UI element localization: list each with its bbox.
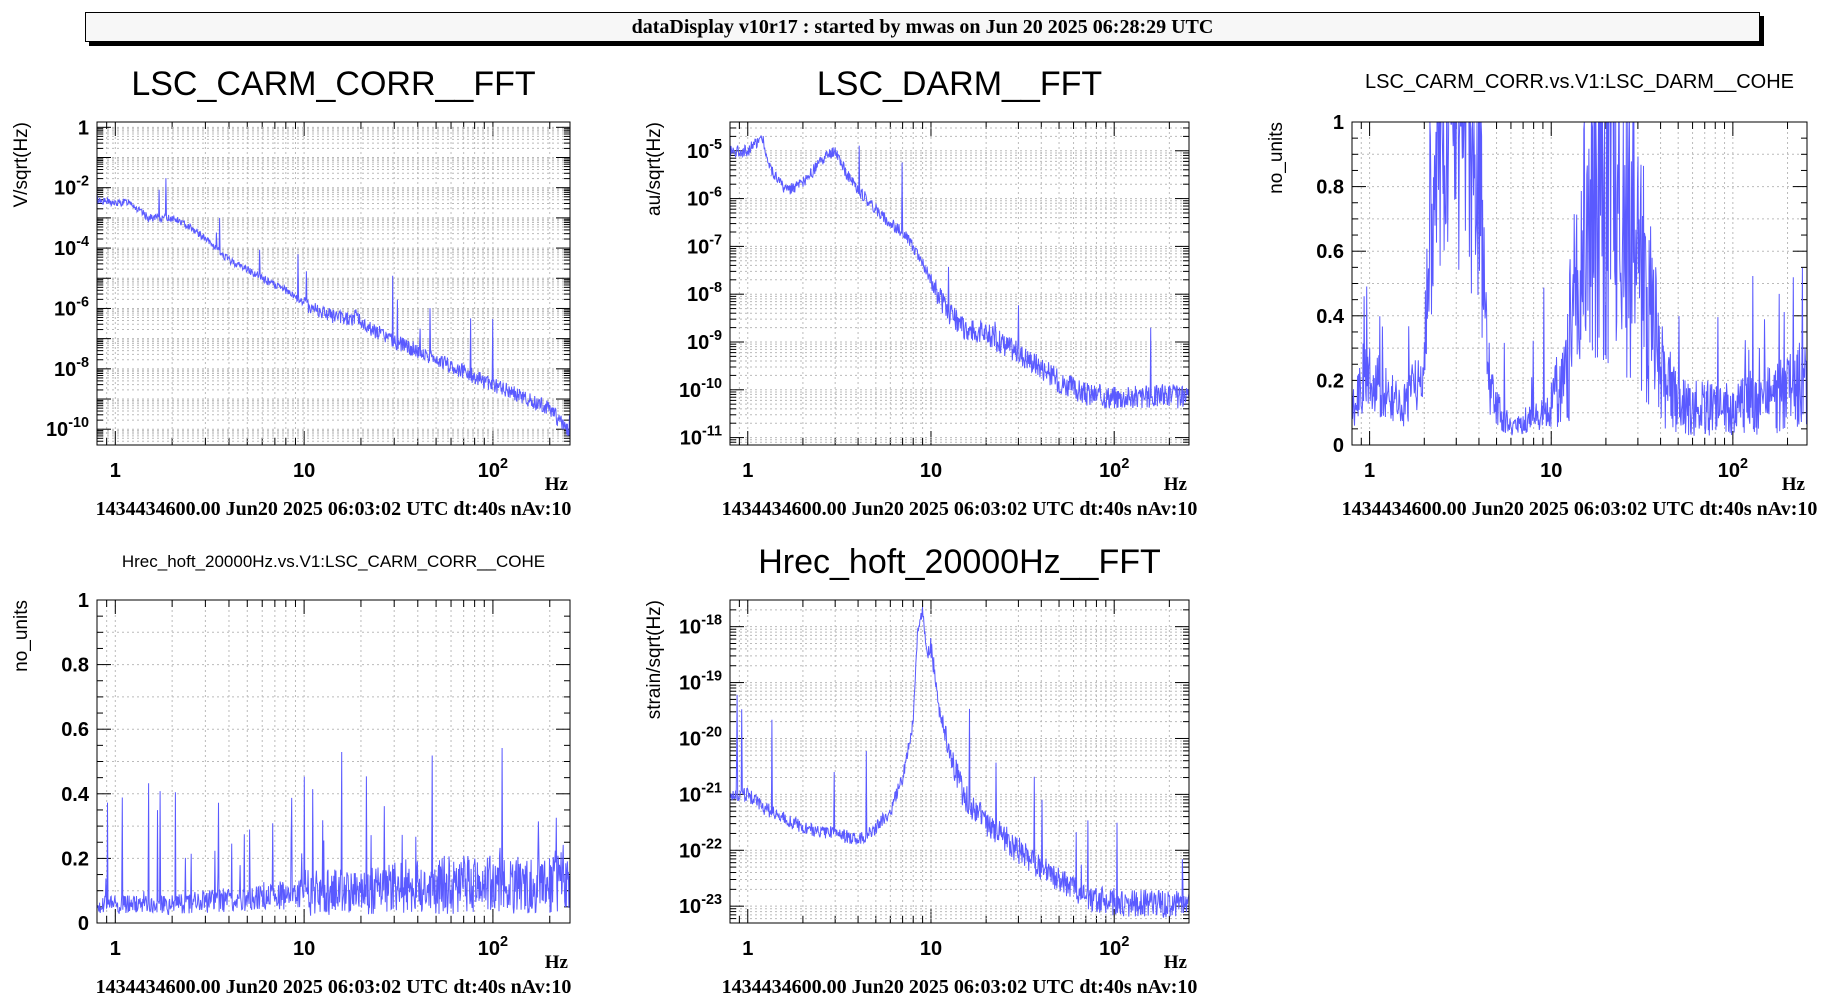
y-axis-label: au/sqrt(Hz) bbox=[644, 122, 665, 216]
window-title: dataDisplay v10r17 : started by mwas on … bbox=[631, 15, 1214, 38]
plot-area bbox=[730, 600, 1189, 923]
plot-title: LSC_CARM_CORR.vs.V1:LSC_DARM__COHE bbox=[1365, 71, 1794, 93]
x-tick-label: 10 bbox=[920, 460, 942, 482]
x-tick-label: 1 bbox=[110, 938, 121, 960]
x-tick-label: 10 bbox=[920, 938, 942, 960]
y-tick-label: 10-2 bbox=[54, 174, 89, 200]
plot-frame bbox=[96, 599, 571, 924]
y-tick-label: 10-6 bbox=[54, 294, 89, 320]
y-tick-label: 10-22 bbox=[679, 836, 722, 862]
plot-footer: 1434434600.00 Jun20 2025 06:03:02 UTC dt… bbox=[96, 498, 572, 520]
y-tick-label: 0.8 bbox=[61, 655, 89, 677]
plot-frame bbox=[1351, 121, 1808, 446]
y-tick-label: 10-8 bbox=[687, 280, 722, 306]
y-tick-label: 0.6 bbox=[1316, 241, 1344, 263]
plot-area bbox=[97, 122, 570, 445]
x-tick-label: 102 bbox=[1718, 456, 1748, 482]
y-tick-label: 10-19 bbox=[679, 669, 722, 695]
y-tick-label: 1 bbox=[78, 590, 89, 612]
plot-footer: 1434434600.00 Jun20 2025 06:03:02 UTC dt… bbox=[1342, 498, 1818, 520]
y-tick-label: 0.6 bbox=[61, 719, 89, 741]
y-tick-label: 10-23 bbox=[679, 892, 722, 918]
plot-footer: 1434434600.00 Jun20 2025 06:03:02 UTC dt… bbox=[722, 976, 1198, 998]
x-tick-label: 10 bbox=[293, 460, 315, 482]
y-tick-label: 0.8 bbox=[1316, 177, 1344, 199]
x-axis-label: Hz bbox=[1164, 474, 1188, 495]
plot-panel-3: 1 10 102 0 0.2 0.4 0.6 0.8 1 Hz no_units LSC_CARM_C… bbox=[1266, 71, 1817, 520]
series-trace bbox=[96, 178, 571, 436]
x-tick-label: 102 bbox=[1099, 456, 1129, 482]
x-axis-label: Hz bbox=[1782, 474, 1806, 495]
y-tick-label: 10-18 bbox=[679, 613, 722, 639]
y-tick-label: 10-10 bbox=[46, 415, 89, 441]
x-tick-label: 1 bbox=[1364, 460, 1375, 482]
x-tick-label: 102 bbox=[1099, 934, 1129, 960]
y-tick-label: 10-21 bbox=[679, 780, 722, 806]
y-tick-label: 10-6 bbox=[687, 185, 722, 211]
plot-panel-1: 1 10 102 1 10-2 10-4 10-6 10-8 10-10 Hz V/sqrt(Hz)… bbox=[11, 65, 571, 520]
plot-panel-5: 1 10 102 10-18 10-19 10-20 10-21 10-22 10-23 Hz st… bbox=[644, 543, 1197, 998]
x-tick-label: 1 bbox=[110, 460, 121, 482]
series-trace bbox=[96, 747, 571, 916]
y-tick-label: 0.4 bbox=[1316, 306, 1345, 328]
x-tick-label: 102 bbox=[478, 934, 508, 960]
y-tick-label: 0.4 bbox=[61, 784, 90, 806]
y-tick-label: 0 bbox=[1333, 435, 1344, 457]
y-tick-label: 10-10 bbox=[679, 376, 722, 402]
y-tick-label: 10-11 bbox=[680, 424, 722, 450]
plot-title: LSC_DARM__FFT bbox=[817, 65, 1102, 103]
y-tick-label: 10-5 bbox=[687, 137, 722, 163]
y-tick-label: 1 bbox=[78, 117, 89, 139]
plot-panel-4: 1 10 102 0 0.2 0.4 0.6 0.8 1 Hz no_units Hrec_hoft_… bbox=[11, 552, 571, 998]
x-tick-label: 10 bbox=[1540, 460, 1562, 482]
series-trace bbox=[729, 606, 1190, 918]
plot-panel-2: 1 10 102 10-5 10-6 10-7 10-8 10-9 10-10 10-11 Hz au… bbox=[644, 65, 1197, 520]
plot-footer: 1434434600.00 Jun20 2025 06:03:02 UTC dt… bbox=[722, 498, 1198, 520]
x-tick-label: 1 bbox=[742, 460, 753, 482]
plot-frame bbox=[96, 121, 571, 446]
y-tick-label: 10-4 bbox=[54, 234, 89, 260]
plot-title: Hrec_hoft_20000Hz__FFT bbox=[758, 543, 1161, 581]
x-axis-label: Hz bbox=[545, 952, 569, 973]
plot-footer: 1434434600.00 Jun20 2025 06:03:02 UTC dt… bbox=[96, 976, 572, 998]
series-trace bbox=[729, 135, 1190, 409]
x-tick-label: 1 bbox=[742, 938, 753, 960]
y-tick-label: 0.2 bbox=[61, 848, 89, 870]
x-tick-label: 102 bbox=[478, 456, 508, 482]
x-tick-label: 10 bbox=[293, 938, 315, 960]
y-axis-label: V/sqrt(Hz) bbox=[11, 122, 32, 208]
x-axis-label: Hz bbox=[1164, 952, 1188, 973]
series-trace bbox=[1351, 121, 1808, 436]
y-axis-label: no_units bbox=[1266, 122, 1287, 194]
window-title-bar: dataDisplay v10r17 : started by mwas on … bbox=[85, 12, 1760, 42]
y-tick-label: 10-20 bbox=[679, 724, 722, 750]
y-tick-label: 0 bbox=[78, 913, 89, 935]
plot-title: Hrec_hoft_20000Hz.vs.V1:LSC_CARM_CORR__C… bbox=[122, 552, 545, 571]
y-axis-label: strain/sqrt(Hz) bbox=[644, 600, 665, 719]
plot-title: LSC_CARM_CORR__FFT bbox=[131, 65, 535, 103]
x-axis-label: Hz bbox=[545, 474, 569, 495]
y-tick-label: 1 bbox=[1333, 112, 1344, 134]
plot-frame bbox=[729, 599, 1190, 924]
y-tick-label: 10-9 bbox=[687, 328, 722, 354]
plot-frame bbox=[729, 121, 1190, 446]
y-tick-label: 10-8 bbox=[54, 355, 89, 381]
y-axis-label: no_units bbox=[11, 600, 32, 672]
y-tick-label: 0.2 bbox=[1316, 370, 1344, 392]
y-tick-label: 10-7 bbox=[687, 232, 722, 258]
